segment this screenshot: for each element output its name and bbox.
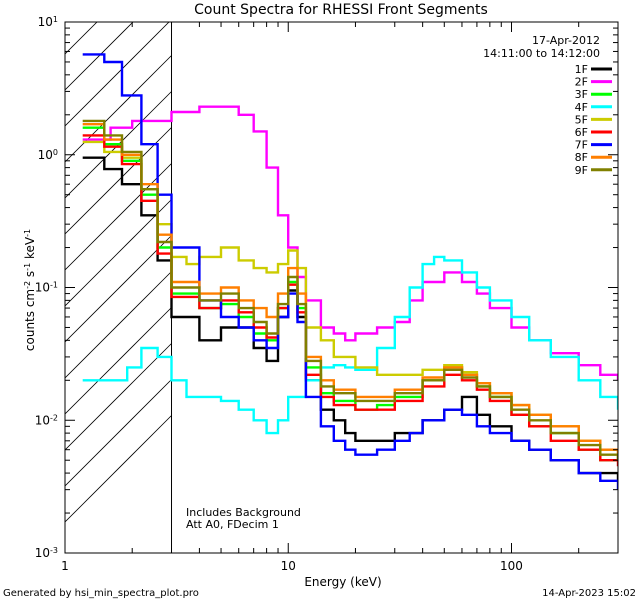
y-tick-label-exp: -3 bbox=[50, 546, 58, 555]
y-tick-label-exp: -2 bbox=[50, 413, 58, 422]
legend-label-1F: 1F bbox=[575, 63, 588, 76]
x-axis-label: Energy (keV) bbox=[304, 575, 381, 589]
legend-label-3F: 3F bbox=[575, 88, 588, 101]
y-tick-label-exp: 1 bbox=[53, 15, 58, 24]
y-tick-label-exp: -1 bbox=[50, 280, 58, 289]
hatch-line bbox=[65, 163, 172, 271]
series-line-1F bbox=[82, 156, 618, 481]
y-tick-label: 10-2 bbox=[35, 413, 58, 428]
y-tick-label: 101 bbox=[38, 15, 58, 30]
series-line-6F bbox=[82, 134, 618, 467]
legend-time-range: 14:11:00 to 14:12:00 bbox=[483, 47, 600, 60]
hatch-line bbox=[65, 235, 172, 343]
chart-title: Count Spectra for RHESSI Front Segments bbox=[194, 2, 488, 18]
hatch-line bbox=[65, 379, 172, 487]
y-tick-label: 10-3 bbox=[35, 546, 58, 561]
y-axis-label-exp3: -1 bbox=[23, 229, 32, 237]
legend-label-2F: 2F bbox=[575, 76, 588, 89]
x-tick-label: 1 bbox=[61, 559, 69, 573]
legend-label-8F: 8F bbox=[575, 151, 588, 164]
y-tick-label: 10-1 bbox=[35, 280, 58, 295]
y-axis-label: counts cm-2 s-1 keV-1 bbox=[23, 229, 38, 351]
hatch-line bbox=[65, 0, 172, 18]
y-tick-label: 100 bbox=[38, 147, 58, 162]
series-line-2F bbox=[82, 105, 618, 381]
legend-label-4F: 4F bbox=[575, 101, 588, 114]
hatch-line bbox=[65, 343, 172, 451]
series-line-9F bbox=[82, 119, 618, 461]
hatch-line bbox=[65, 307, 172, 415]
hatch-line bbox=[65, 415, 172, 523]
y-tick-label-base: 10 bbox=[35, 546, 50, 560]
y-tick-label-base: 10 bbox=[38, 15, 53, 29]
y-axis-label-mid: s bbox=[23, 271, 37, 281]
hatch-line bbox=[65, 271, 172, 379]
series-line-5F bbox=[82, 140, 618, 461]
y-axis-label-exp1: -2 bbox=[23, 281, 32, 289]
y-axis-label-exp2: -1 bbox=[23, 263, 32, 271]
y-axis-label-unit: keV bbox=[23, 236, 37, 263]
hatch-line bbox=[65, 22, 134, 91]
legend-label-7F: 7F bbox=[575, 139, 588, 152]
y-tick-label-exp: 0 bbox=[53, 147, 58, 156]
plot-frame bbox=[64, 21, 619, 554]
y-tick-label-base: 10 bbox=[38, 148, 53, 162]
axis-ticks bbox=[64, 21, 619, 554]
y-axis-label-base: counts cm bbox=[23, 289, 37, 351]
hatch-line bbox=[65, 22, 98, 55]
hatch-line bbox=[65, 22, 170, 127]
legend-label-9F: 9F bbox=[575, 164, 588, 177]
y-tick-label-base: 10 bbox=[35, 281, 50, 295]
annotation-attenuator: Att A0, FDecim 1 bbox=[186, 518, 279, 531]
series-line-7F bbox=[82, 53, 618, 490]
hatched-region bbox=[65, 0, 173, 553]
y-tick-label-base: 10 bbox=[35, 413, 50, 427]
footer-timestamp: 14-Apr-2023 15:02 bbox=[542, 588, 636, 599]
legend-label-6F: 6F bbox=[575, 126, 588, 139]
x-tick-label: 10 bbox=[281, 559, 296, 573]
legend-label-5F: 5F bbox=[575, 113, 588, 126]
hatch-line bbox=[65, 55, 172, 163]
series-lines bbox=[82, 53, 618, 490]
hatch-line bbox=[65, 199, 172, 307]
x-tick-label: 100 bbox=[500, 559, 523, 573]
series-line-3F bbox=[82, 126, 618, 462]
legend-date: 17-Apr-2012 bbox=[532, 34, 600, 47]
series-line-4F bbox=[82, 255, 618, 435]
footer-generated-by: Generated by hsi_min_spectra_plot.pro bbox=[3, 588, 199, 599]
x-tick-labels: 1 10 100 bbox=[61, 559, 523, 573]
annotation-background: Includes Background bbox=[186, 506, 301, 519]
series-line-8F bbox=[82, 123, 618, 461]
